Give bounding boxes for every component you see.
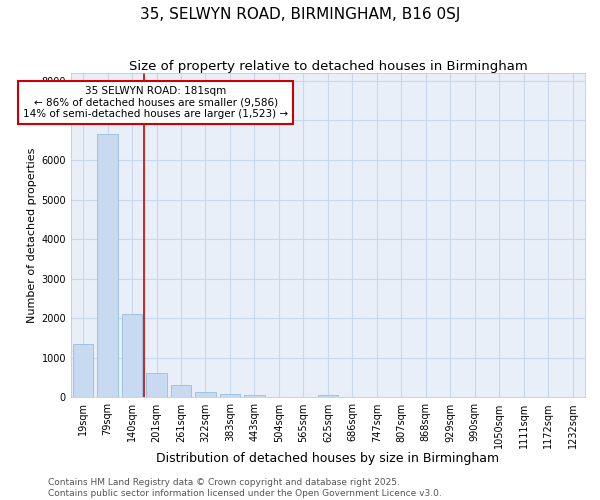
Text: Contains HM Land Registry data © Crown copyright and database right 2025.
Contai: Contains HM Land Registry data © Crown c… [48,478,442,498]
Bar [220,394,241,398]
Bar [170,386,191,398]
Text: 35, SELWYN ROAD, BIRMINGHAM, B16 0SJ: 35, SELWYN ROAD, BIRMINGHAM, B16 0SJ [140,8,460,22]
Bar [317,395,338,398]
Bar [244,396,265,398]
Bar [122,314,142,398]
Title: Size of property relative to detached houses in Birmingham: Size of property relative to detached ho… [128,60,527,73]
Bar [97,134,118,398]
Y-axis label: Number of detached properties: Number of detached properties [27,148,37,323]
Bar [73,344,94,398]
Bar [195,392,216,398]
Bar [146,372,167,398]
X-axis label: Distribution of detached houses by size in Birmingham: Distribution of detached houses by size … [157,452,499,465]
Text: 35 SELWYN ROAD: 181sqm
← 86% of detached houses are smaller (9,586)
14% of semi-: 35 SELWYN ROAD: 181sqm ← 86% of detached… [23,86,288,119]
